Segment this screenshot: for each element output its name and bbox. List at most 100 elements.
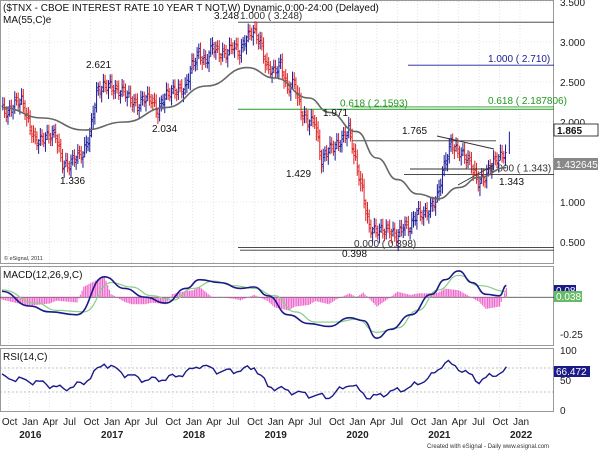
price-bar — [245, 35, 248, 55]
price-bar — [357, 164, 361, 186]
time-month-label: Oct — [247, 417, 263, 428]
price-bar — [422, 206, 425, 226]
time-month-label: Oct — [329, 417, 345, 428]
time-month-label: Apr — [288, 417, 304, 428]
price-bar — [173, 79, 177, 99]
ma-last-label: 1.432645 — [556, 160, 598, 171]
price-bar — [143, 91, 146, 108]
price-bar — [393, 222, 396, 242]
annotation-2034: 2.034 — [152, 124, 177, 135]
price-bar — [247, 23, 250, 43]
price-panel: 1.000 ( 3.248) 1.000 ( 2.710) 0.618 ( 2.15… — [0, 0, 599, 264]
price-bar — [30, 125, 34, 143]
price-bar — [342, 127, 345, 143]
price-bar — [56, 134, 59, 154]
price-bar — [465, 153, 468, 170]
price-bar — [216, 40, 219, 54]
price-bar — [22, 89, 25, 113]
price-bar — [158, 97, 161, 122]
time-month-label: Jan — [22, 417, 38, 428]
price-bar — [339, 139, 342, 153]
time-month-label: Jan — [268, 417, 284, 428]
annotation-0398: 0.398 — [342, 249, 367, 260]
rsi-last-box: 66.472 — [554, 366, 590, 378]
price-bar — [163, 93, 166, 114]
price-bar — [224, 44, 228, 64]
price-bar — [325, 145, 328, 161]
signal-last-label: 0.038 — [556, 292, 581, 303]
price-bar — [453, 144, 456, 160]
time-month-label: Jan — [349, 417, 365, 428]
price-bar — [68, 161, 71, 176]
price-bar — [132, 94, 136, 113]
price-bar — [139, 90, 143, 112]
price-bar — [240, 38, 243, 63]
time-month-label: Jul — [390, 417, 403, 428]
price-bar — [177, 79, 180, 100]
price-bar — [34, 127, 37, 145]
price-bar — [412, 211, 415, 228]
price-bar — [340, 130, 344, 153]
annotation-1971: 1.971 — [323, 108, 348, 119]
price-bar — [119, 90, 122, 104]
price-bar — [275, 66, 279, 79]
price-bar — [328, 136, 332, 155]
price-bar — [281, 53, 284, 80]
price-bar — [304, 107, 308, 124]
price-bar — [131, 96, 134, 112]
price-bar — [258, 31, 262, 50]
price-bar — [315, 117, 318, 141]
price-bar — [269, 61, 272, 79]
chart-title: ($TNX - CBOE INTEREST RATE 10 YEAR T NOT… — [3, 3, 379, 14]
time-axis: Oct Jan Apr Jul Oct Jan Apr Jul Oct Jan Apr Jul Oct J… — [2, 417, 533, 441]
price-y-tick: 2.000 — [560, 118, 585, 129]
price-bar — [98, 81, 102, 99]
time-year-label: 2017 — [101, 430, 124, 441]
price-bar — [378, 223, 381, 244]
time-month-label: Jul — [63, 417, 76, 428]
time-month-label: Jan — [104, 417, 120, 428]
price-bar — [402, 224, 405, 239]
price-bar — [28, 110, 32, 136]
price-bar — [49, 132, 52, 147]
price-bar — [356, 149, 359, 176]
price-bar — [299, 92, 303, 121]
price-bar — [78, 145, 81, 160]
price-bar — [466, 150, 470, 169]
price-bar — [73, 149, 76, 167]
price-bar — [165, 82, 168, 100]
price-bar — [241, 36, 245, 53]
price-bar — [310, 109, 313, 127]
price-bar — [109, 74, 112, 89]
price-bar — [51, 125, 54, 147]
annotation-1336: 1.336 — [60, 176, 85, 187]
fib-level-label: 0.000 ( 0.398) — [354, 239, 416, 250]
price-bar — [160, 95, 163, 112]
price-bar — [103, 74, 107, 93]
price-bar — [352, 143, 356, 165]
price-bar — [379, 218, 383, 233]
ma-last-box: 1.432645 — [554, 158, 598, 171]
price-bar — [129, 85, 132, 108]
price-bar — [381, 218, 385, 239]
price-bar — [330, 137, 333, 154]
price-bar — [366, 201, 369, 224]
price-bar — [166, 83, 170, 101]
price-bar — [264, 54, 267, 74]
price-bar — [293, 72, 296, 90]
price-bar — [260, 32, 264, 51]
time-month-label: Oct — [2, 417, 18, 428]
price-bar — [420, 209, 424, 225]
price-bar — [441, 166, 444, 194]
price-bar — [54, 123, 57, 144]
price-bar — [71, 149, 74, 166]
price-bar — [93, 102, 97, 125]
macd-panel: 0.00-0.25 MACD(12,26,9,C) 0.08 0.038 — [0, 266, 583, 346]
price-bar — [80, 146, 83, 164]
price-bar — [323, 146, 327, 162]
price-bar — [126, 90, 129, 107]
price-bar — [238, 49, 241, 65]
price-bar — [432, 196, 436, 212]
price-bar — [327, 147, 330, 165]
